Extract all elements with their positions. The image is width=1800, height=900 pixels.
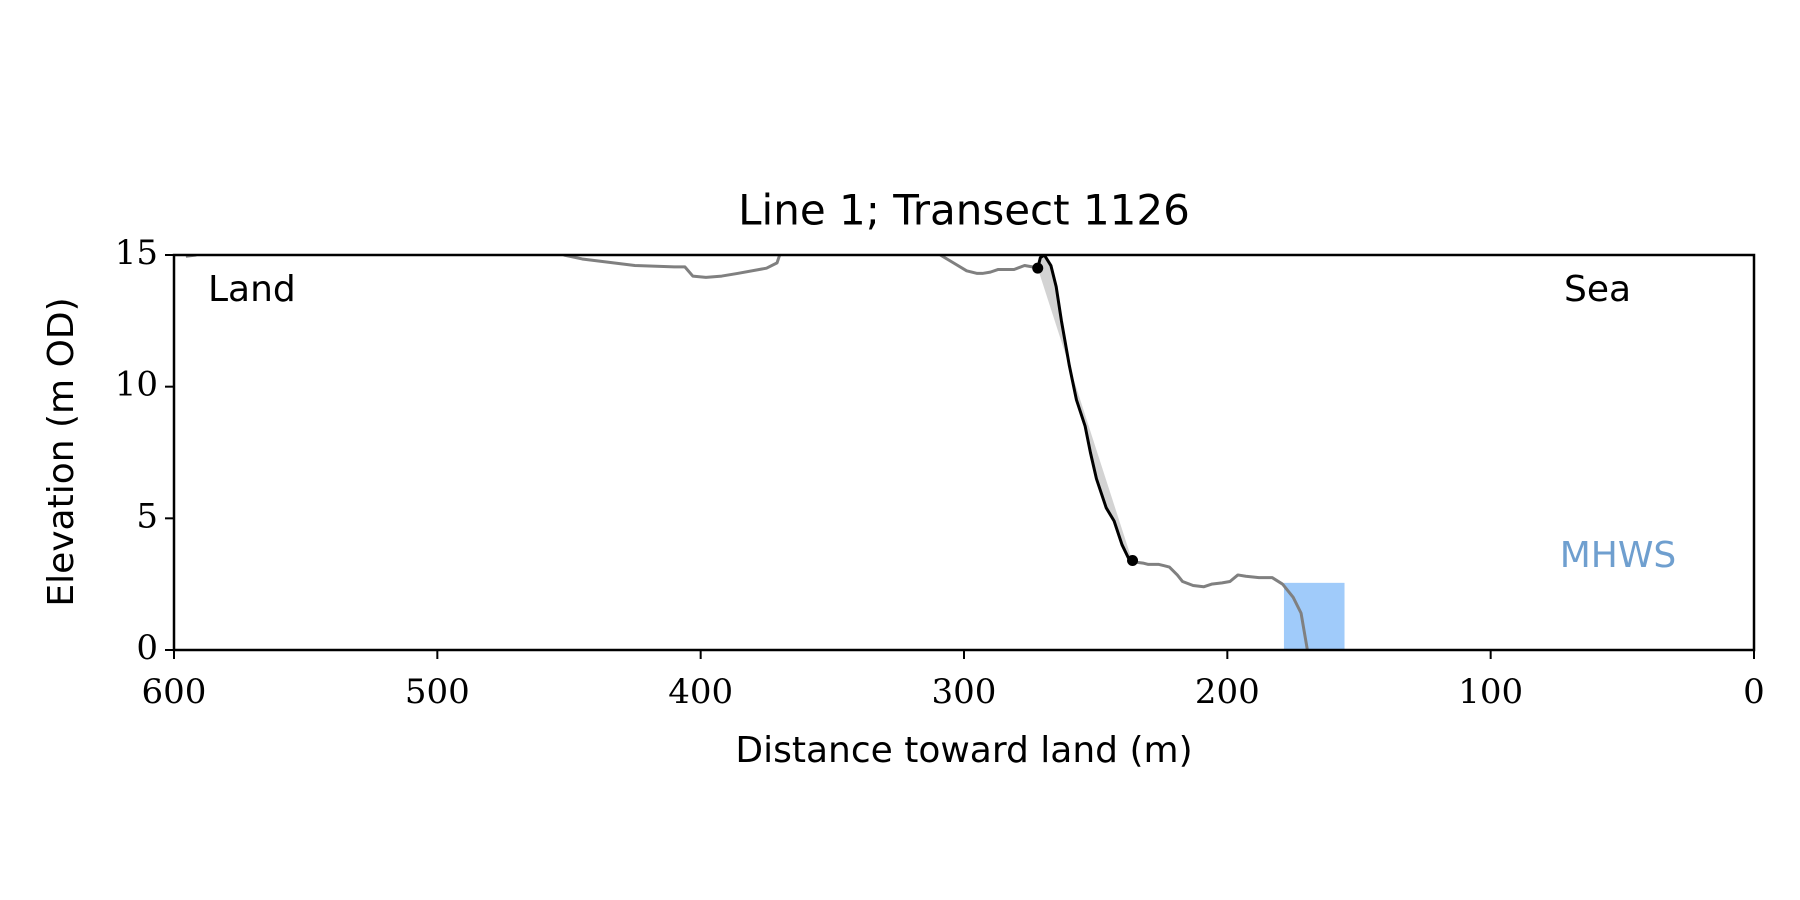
x-tick-label: 400 xyxy=(668,672,733,712)
profile-line xyxy=(1036,255,1134,563)
y-tick-label: 0 xyxy=(136,628,158,668)
y-axis-label: Elevation (m OD) xyxy=(41,297,82,606)
x-tick-label: 300 xyxy=(932,672,997,712)
profile-line xyxy=(185,255,1309,650)
x-tick-label: 600 xyxy=(142,672,207,712)
axes-frame xyxy=(172,253,1756,652)
annotation: Sea xyxy=(1564,269,1631,310)
y-tick-label: 5 xyxy=(136,496,158,536)
x-tick-label: 100 xyxy=(1458,672,1523,712)
y-tick-label: 10 xyxy=(115,365,158,405)
x-tick-label: 500 xyxy=(405,672,470,712)
x-tick-label: 0 xyxy=(1743,672,1765,712)
chart-title: Line 1; Transect 1126 xyxy=(738,186,1190,235)
marker xyxy=(1127,554,1139,566)
shade xyxy=(1037,255,1133,562)
annotation: Land xyxy=(208,269,296,310)
overlay: MHWS 600 500 400 300 200 100 0 0 5 10 15 xyxy=(115,233,1765,712)
y-tick-label: 15 xyxy=(115,233,158,273)
plot-area xyxy=(185,255,1345,650)
mhws-label: MHWS xyxy=(1560,535,1677,576)
x-axis-label: Distance toward land (m) xyxy=(735,730,1192,771)
x-tick-label: 200 xyxy=(1195,672,1260,712)
mhws-area xyxy=(1283,582,1345,650)
marker xyxy=(1032,262,1044,274)
